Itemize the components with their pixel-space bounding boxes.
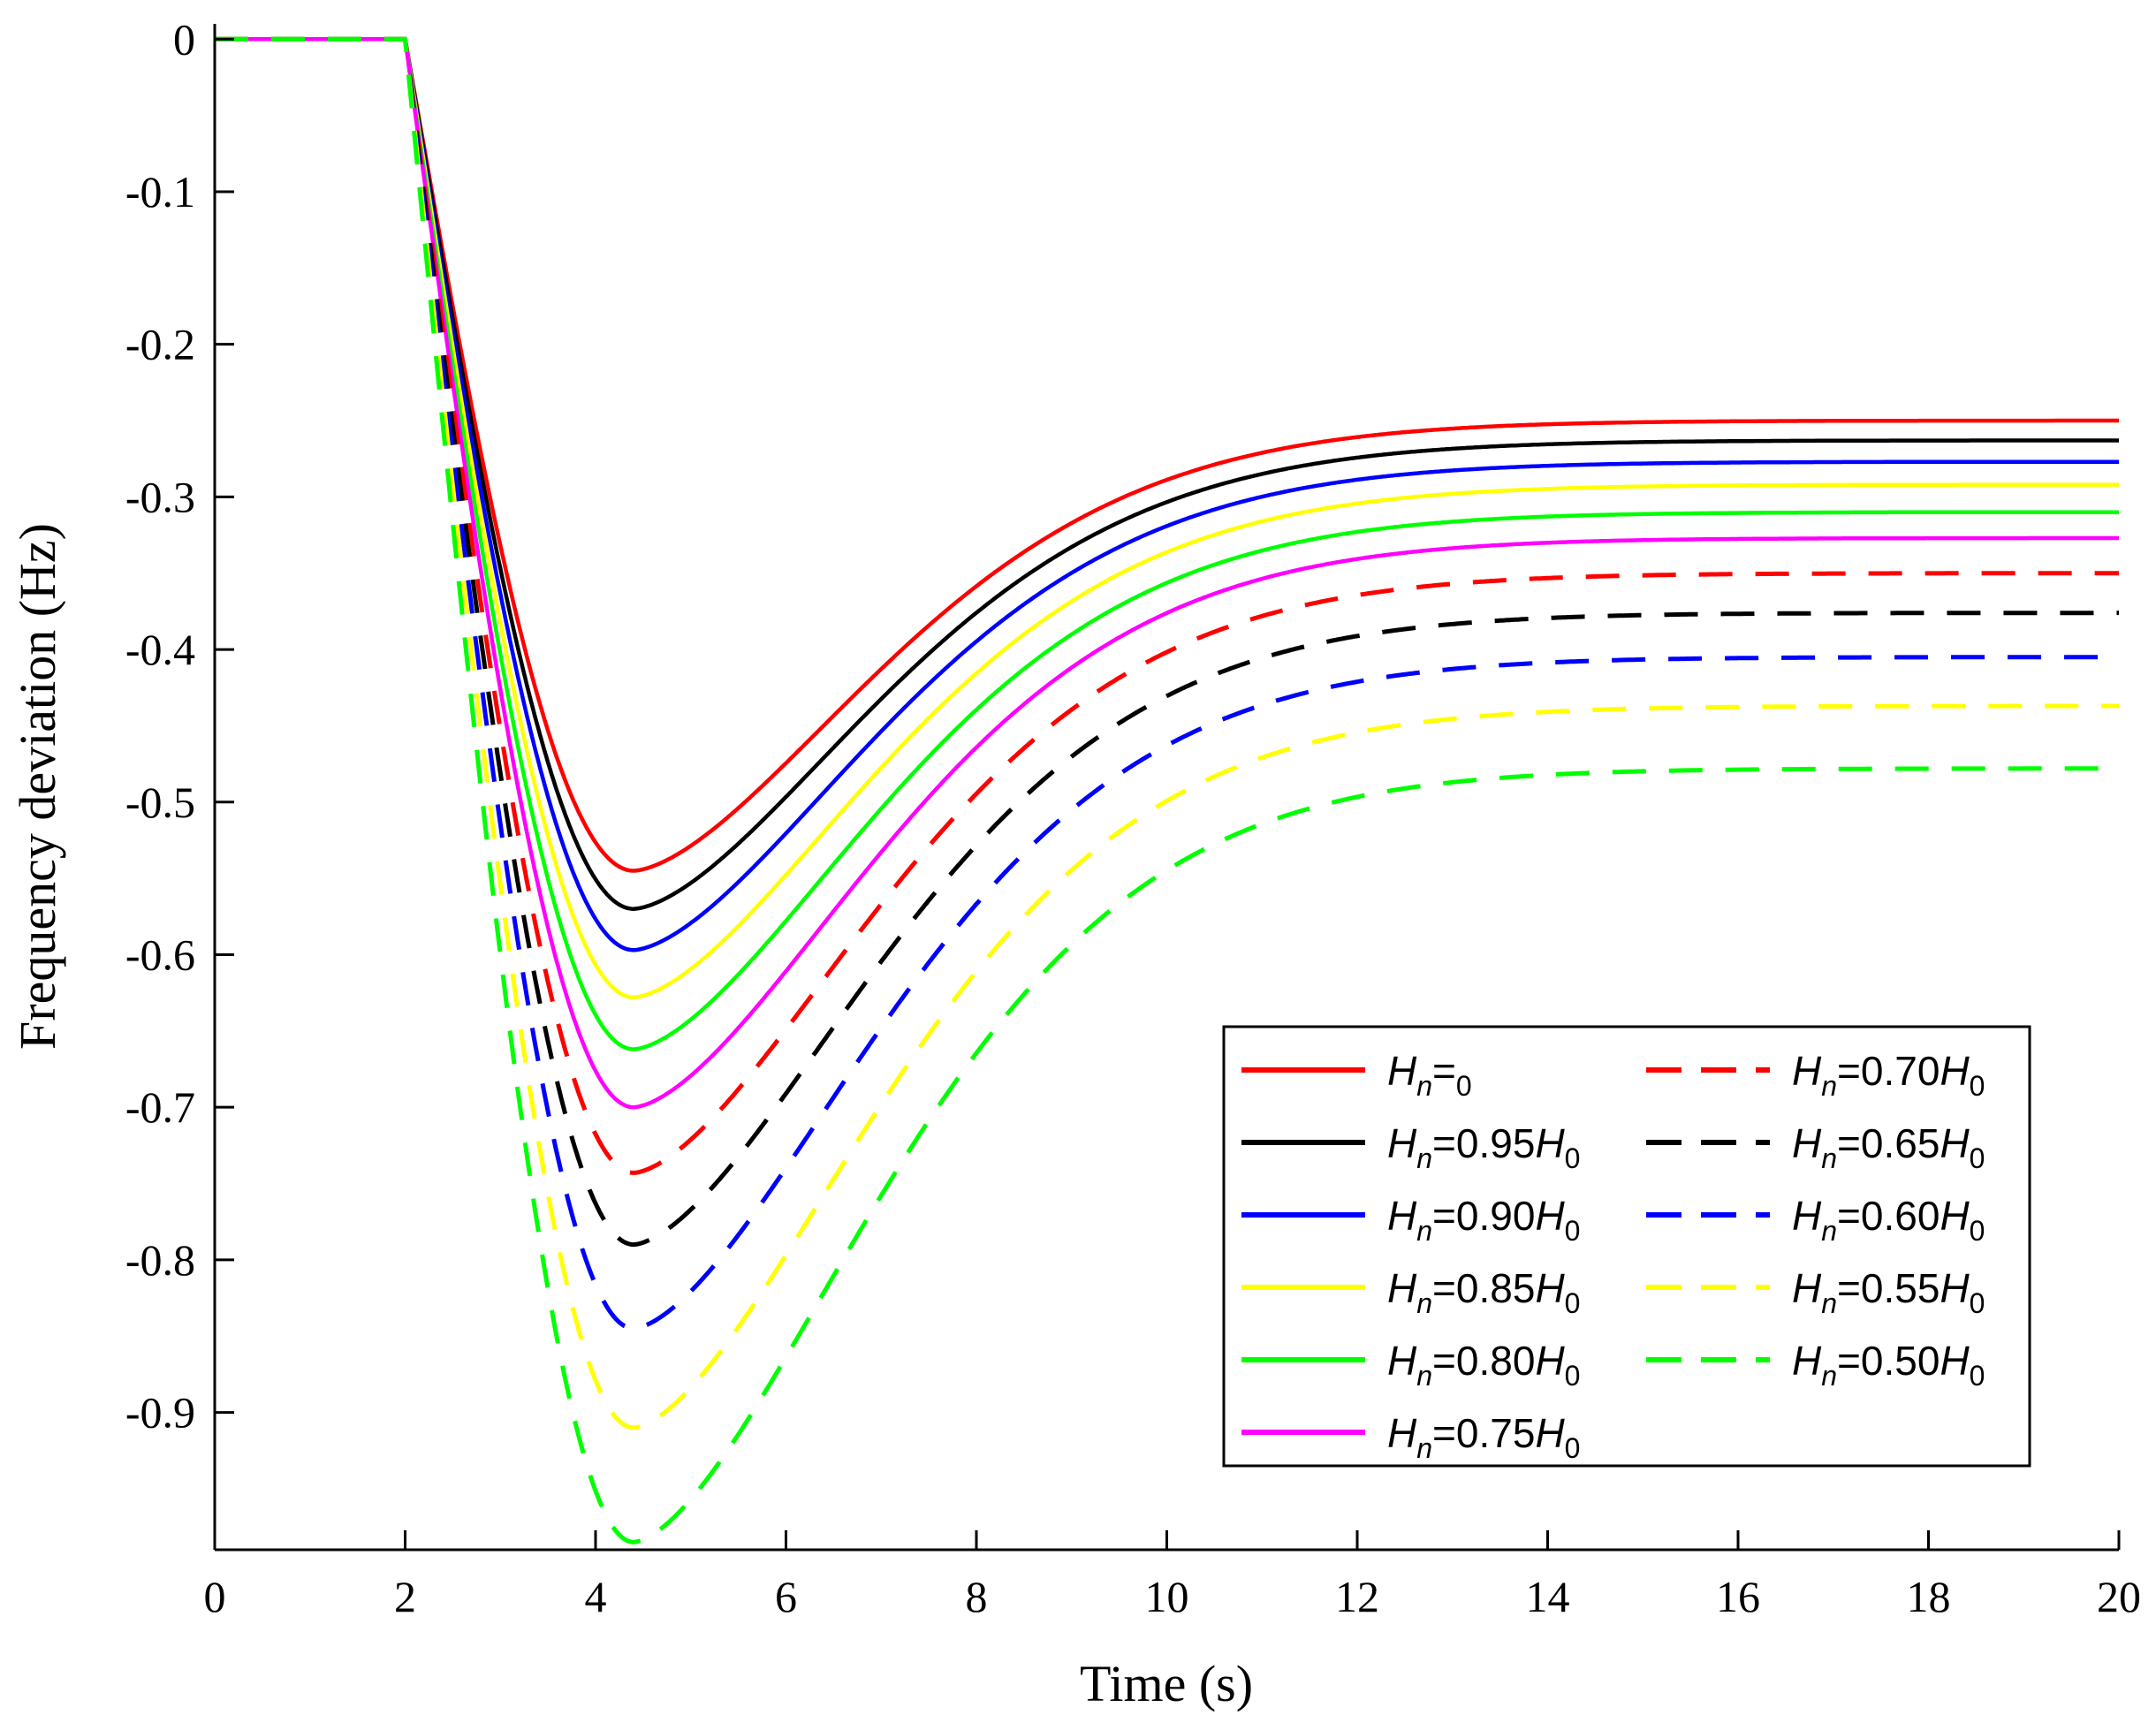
x-tick-label: 20 xyxy=(2097,1572,2141,1621)
x-tick-label: 0 xyxy=(204,1572,226,1621)
x-tick-label: 12 xyxy=(1335,1572,1379,1621)
x-tick-label: 4 xyxy=(585,1572,607,1621)
x-tick-label: 8 xyxy=(966,1572,988,1621)
y-tick-label: -0.2 xyxy=(125,320,195,369)
ticks-layer: 0 2 4 6 8 10 12 14 16 18 20 0 -0.1 -0.2 -0.3 -0.4 -0.5 -0… xyxy=(125,14,2141,1621)
y-tick-label: -0.1 xyxy=(125,167,195,216)
series-line-hn=060h0 xyxy=(214,36,2120,1332)
series-line-hn=075h0 xyxy=(214,37,2120,1110)
x-axis-title: Time (s) xyxy=(1080,1655,1253,1712)
series-line-hn=055h0 xyxy=(214,36,2120,1430)
y-tick-label: -0.4 xyxy=(125,625,195,674)
y-tick-label: -0.6 xyxy=(125,929,195,979)
series-line-hn=050h0 xyxy=(214,36,2120,1544)
y-tick-label: -0.9 xyxy=(125,1388,195,1438)
x-tick-label: 18 xyxy=(1907,1572,1951,1621)
y-tick-label: -0.7 xyxy=(125,1082,195,1132)
legend-box xyxy=(1222,1025,2031,1468)
legend-label: Hn=0.95H0 xyxy=(1387,1120,1580,1174)
legend-label: Hn=0.60H0 xyxy=(1792,1193,1985,1247)
legend: Hn=0 Hn=0.95H0 Hn=0.90H0 Hn=0.85H0 Hn=0.80H0… xyxy=(1222,1025,2031,1468)
y-axis-title: Frequency deviation (Hz) xyxy=(9,523,66,1050)
legend-label: Hn=0.55H0 xyxy=(1792,1265,1985,1319)
x-tick-label: 14 xyxy=(1526,1572,1570,1621)
series-line-hn=095h0 xyxy=(214,37,2120,911)
x-tick-label: 10 xyxy=(1145,1572,1189,1621)
series-line-hn=065h0 xyxy=(214,36,2120,1248)
y-tick-label: -0.3 xyxy=(125,472,195,521)
series-layer xyxy=(214,36,2120,1544)
series-line-hn=h0 xyxy=(214,37,2120,873)
x-tick-label: 16 xyxy=(1716,1572,1760,1621)
x-tick-label: 2 xyxy=(394,1572,416,1621)
series-line-hn=090h0 xyxy=(214,37,2120,952)
legend-label: Hn=0.90H0 xyxy=(1387,1193,1580,1247)
series-line-hn=080h0 xyxy=(214,37,2120,1051)
legend-label: Hn=0.70H0 xyxy=(1792,1048,1985,1102)
legend-label: Hn=0.75H0 xyxy=(1387,1410,1580,1464)
legend-label: Hn=0.65H0 xyxy=(1792,1120,1985,1174)
y-tick-label: 0 xyxy=(173,14,195,64)
series-line-hn=070h0 xyxy=(214,36,2120,1175)
y-tick-label: -0.8 xyxy=(125,1235,195,1285)
legend-label: Hn=0.85H0 xyxy=(1387,1265,1580,1319)
x-tick-label: 6 xyxy=(775,1572,797,1621)
y-tick-label: -0.5 xyxy=(125,778,195,827)
legend-label: Hn=0.50H0 xyxy=(1792,1338,1985,1392)
legend-label: Hn=0 xyxy=(1387,1048,1472,1102)
legend-label: Hn=0.80H0 xyxy=(1387,1338,1580,1392)
series-line-hn=085h0 xyxy=(214,37,2120,1000)
